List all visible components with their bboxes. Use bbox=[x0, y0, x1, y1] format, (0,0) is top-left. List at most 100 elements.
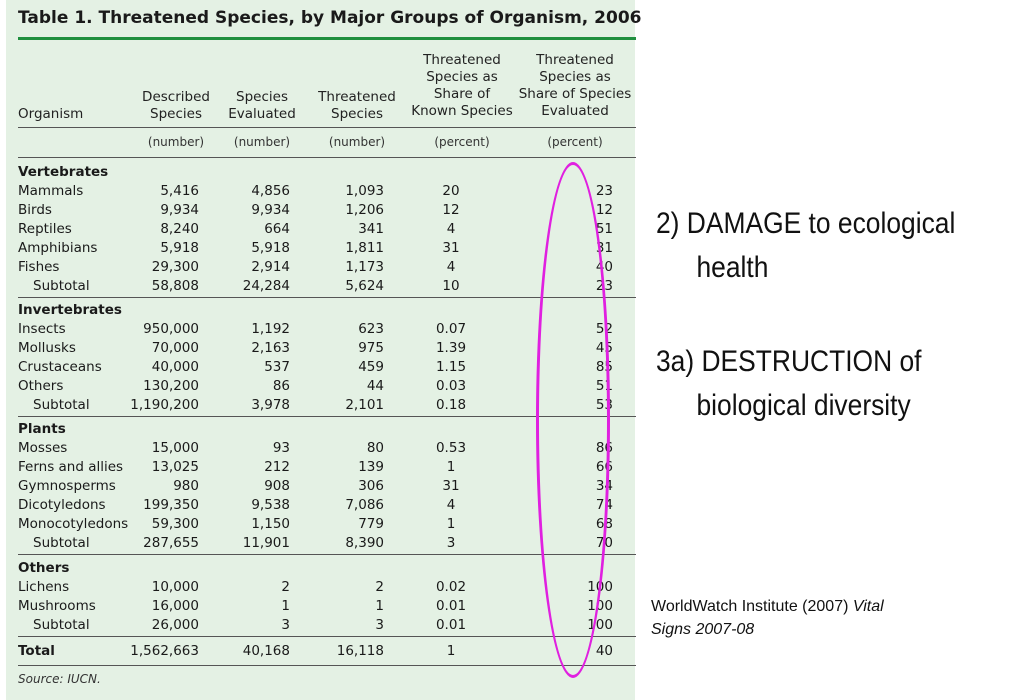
table-row: Birds 9,934 9,934 1,206 12 12 bbox=[6, 202, 635, 221]
table-row: Monocotyledons 59,300 1,150 779 1 68 bbox=[6, 516, 635, 535]
point-damage-line2: health bbox=[696, 251, 769, 284]
header-species-evaluated: Species Evaluated bbox=[228, 89, 296, 122]
described-cell: 70,000 bbox=[151, 340, 199, 356]
share-known-cell: 3 bbox=[446, 535, 456, 551]
table-row: Gymnosperms 980 908 306 31 34 bbox=[6, 478, 635, 497]
highlight-ellipse bbox=[536, 162, 610, 678]
share-known-cell: 4 bbox=[446, 221, 456, 237]
share-known-cell: 0.03 bbox=[435, 378, 467, 394]
header-threatened-species: Threatened Species bbox=[318, 89, 396, 122]
organism-cell: Subtotal bbox=[33, 617, 90, 633]
share-known-cell: 0.53 bbox=[435, 440, 467, 456]
organism-cell: Subtotal bbox=[33, 278, 90, 294]
group-rule bbox=[18, 416, 636, 417]
threatened-cell: 8,390 bbox=[345, 535, 384, 551]
evaluated-cell: 664 bbox=[264, 221, 290, 237]
threatened-cell: 341 bbox=[358, 221, 384, 237]
evaluated-cell: 5,918 bbox=[251, 240, 290, 256]
share-known-cell: 1 bbox=[446, 643, 456, 659]
share-known-cell: 1 bbox=[446, 516, 456, 532]
evaluated-cell: 2,914 bbox=[251, 259, 290, 275]
organism-cell: Amphibians bbox=[18, 240, 98, 256]
evaluated-cell: 2,163 bbox=[251, 340, 290, 356]
described-cell: 29,300 bbox=[151, 259, 199, 275]
title-rule bbox=[18, 37, 636, 40]
threatened-cell: 16,118 bbox=[336, 643, 384, 659]
group-heading-row: Vertebrates bbox=[6, 164, 635, 183]
point-damage: 2) DAMAGE to ecological health bbox=[656, 202, 955, 290]
threatened-cell: 5,624 bbox=[345, 278, 384, 294]
evaluated-cell: 11,901 bbox=[242, 535, 290, 551]
share-known-cell: 20 bbox=[442, 183, 460, 199]
share-evaluated-cell: 12 bbox=[595, 202, 613, 218]
described-cell: 59,300 bbox=[151, 516, 199, 532]
group-heading-row: Invertebrates bbox=[6, 302, 635, 321]
header-rule bbox=[18, 127, 636, 128]
threatened-cell: 1 bbox=[375, 598, 384, 614]
group-rule bbox=[18, 554, 636, 555]
group-heading-row: Plants bbox=[6, 421, 635, 440]
described-cell: 9,934 bbox=[160, 202, 199, 218]
described-cell: 15,000 bbox=[151, 440, 199, 456]
point-damage-line1: 2) DAMAGE to ecological bbox=[656, 207, 956, 240]
threatened-cell: 306 bbox=[358, 478, 384, 494]
share-known-cell: 1 bbox=[446, 459, 456, 475]
threatened-cell: 3 bbox=[375, 617, 384, 633]
organism-cell: Gymnosperms bbox=[18, 478, 116, 494]
share-known-cell: 1.39 bbox=[435, 340, 467, 356]
evaluated-cell: 1,192 bbox=[251, 321, 290, 337]
group-rule bbox=[18, 297, 636, 298]
evaluated-cell: 1,150 bbox=[251, 516, 290, 532]
unit-label: (number) bbox=[233, 135, 291, 149]
evaluated-cell: 24,284 bbox=[242, 278, 290, 294]
header-share-known: Threatened Species as Share of Known Spe… bbox=[411, 52, 513, 119]
header-described-species: Described Species bbox=[142, 89, 210, 122]
table-row: Mollusks 70,000 2,163 975 1.39 45 bbox=[6, 340, 635, 359]
table-row: Mushrooms 16,000 1 1 0.01 100 bbox=[6, 598, 635, 617]
threatened-cell: 779 bbox=[358, 516, 384, 532]
share-evaluated-cell: 40 bbox=[595, 643, 613, 659]
organism-cell: Monocotyledons bbox=[18, 516, 129, 532]
evaluated-cell: 3 bbox=[281, 617, 290, 633]
unit-label: (percent) bbox=[434, 135, 490, 149]
table-title: Table 1. Threatened Species, by Major Gr… bbox=[18, 8, 642, 28]
organism-cell: Birds bbox=[18, 202, 52, 218]
organism-cell: Ferns and allies bbox=[18, 459, 124, 475]
evaluated-cell: 40,168 bbox=[242, 643, 290, 659]
total-row: Total 1,562,663 40,168 16,118 1 40 bbox=[6, 643, 635, 662]
evaluated-cell: 4,856 bbox=[251, 183, 290, 199]
table-panel: Table 1. Threatened Species, by Major Gr… bbox=[6, 0, 641, 700]
group-heading-row: Others bbox=[6, 560, 635, 579]
described-cell: 58,808 bbox=[151, 278, 199, 294]
unit-label: (number) bbox=[147, 135, 205, 149]
threatened-cell: 975 bbox=[358, 340, 384, 356]
share-known-cell: 0.18 bbox=[435, 397, 467, 413]
group-rule bbox=[18, 636, 636, 637]
threatened-cell: 44 bbox=[366, 378, 384, 394]
share-known-cell: 0.01 bbox=[435, 617, 467, 633]
point-destruction-line1: 3a) DESTRUCTION of bbox=[656, 345, 922, 378]
share-evaluated-cell: 23 bbox=[595, 183, 613, 199]
threatened-cell: 1,173 bbox=[345, 259, 384, 275]
citation-plain: WorldWatch Institute (2007) bbox=[651, 598, 853, 615]
described-cell: 1,190,200 bbox=[130, 397, 199, 413]
evaluated-cell: 9,538 bbox=[251, 497, 290, 513]
organism-cell: Total bbox=[18, 643, 55, 659]
share-known-cell: 1.15 bbox=[435, 359, 467, 375]
group-name: Invertebrates bbox=[18, 302, 122, 318]
point-destruction: 3a) DESTRUCTION of biological diversity bbox=[656, 340, 922, 428]
table-row: Fishes 29,300 2,914 1,173 4 40 bbox=[6, 259, 635, 278]
organism-cell: Mushrooms bbox=[18, 598, 96, 614]
share-known-cell: 31 bbox=[442, 240, 460, 256]
evaluated-cell: 93 bbox=[272, 440, 290, 456]
described-cell: 1,562,663 bbox=[130, 643, 199, 659]
described-cell: 199,350 bbox=[143, 497, 199, 513]
header-share-evaluated: Threatened Species as Share of Species E… bbox=[518, 52, 632, 119]
evaluated-cell: 2 bbox=[281, 579, 290, 595]
threatened-cell: 139 bbox=[358, 459, 384, 475]
share-known-cell: 0.01 bbox=[435, 598, 467, 614]
total-rule bbox=[18, 665, 636, 666]
share-known-cell: 4 bbox=[446, 259, 456, 275]
organism-cell: Mosses bbox=[18, 440, 68, 456]
described-cell: 40,000 bbox=[151, 359, 199, 375]
